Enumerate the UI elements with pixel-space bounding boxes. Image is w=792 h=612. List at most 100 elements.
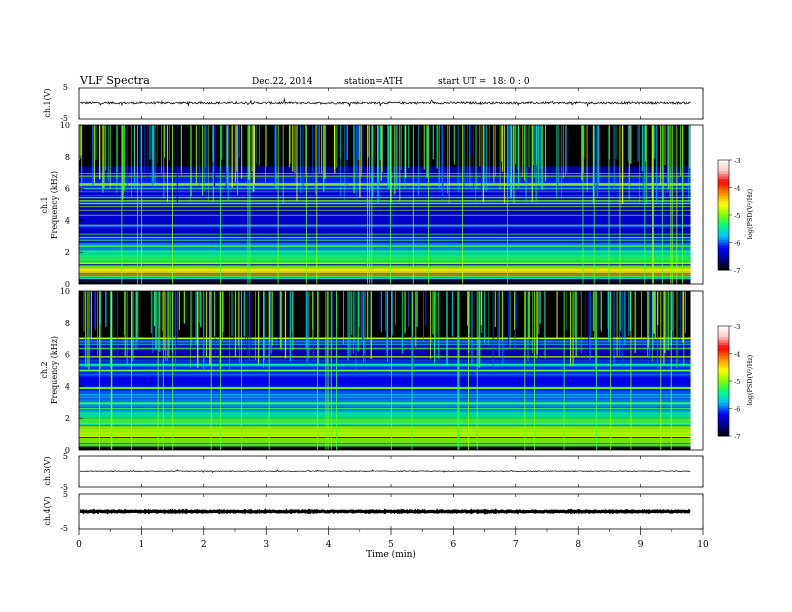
ch4-waveform-panel: 5 -5 ch.4(V) xyxy=(43,490,704,533)
ch2-spec-yticks: 0 2 4 6 8 10 xyxy=(60,287,83,455)
ch1_spectrogram-ytick-label: 2 xyxy=(65,248,70,257)
ch1_spectrogram-colorbar-cell xyxy=(718,179,729,183)
ch1_spectrogram-ytick-label: 10 xyxy=(60,121,70,130)
ch4-ytick-bottom: -5 xyxy=(60,524,68,533)
ch2_spectrogram-colorbar-cell xyxy=(718,400,729,404)
ch1_spectrogram-colorbar-tick-label: -4 xyxy=(734,185,740,193)
ch1-spec-ylabel-channel: ch.1 xyxy=(40,196,49,213)
ch2_spectrogram-colorbar-cell xyxy=(718,370,729,374)
ch1_spectrogram-colorbar-cell xyxy=(718,165,729,169)
ch1-colorbar: -3 -4 -5 -6 -7 xyxy=(717,157,740,275)
ch1_spectrogram-colorbar-cell xyxy=(718,259,729,263)
ch2_spectrogram-band xyxy=(79,373,691,387)
time-axis: 0 1 2 3 4 5 6 7 8 9 10 xyxy=(76,529,709,550)
ch1_spectrogram-colorbar-cell xyxy=(718,248,729,252)
ch2_spectrogram-colorbar-tick-label: -7 xyxy=(734,433,740,441)
ch2_spectrogram-colorbar-tick-label: -5 xyxy=(734,378,740,386)
ch1-ytick-bottom: -5 xyxy=(60,114,68,123)
ch1_spectrogram-colorbar-cell xyxy=(718,237,729,241)
ch1_spectrogram-colorbar-cell xyxy=(718,209,729,213)
figure-header: VLF Spectra Dec.22, 2014 station=ATH sta… xyxy=(79,74,530,87)
ch2_spectrogram-colorbar-tick-label: -3 xyxy=(734,323,740,331)
ch1_spectrogram-ytick-label: 8 xyxy=(65,153,70,162)
time-axis-tick-label: 0 xyxy=(76,540,82,550)
ch2_spectrogram-band xyxy=(79,360,691,374)
ch2_spectrogram-colorbar-cell xyxy=(718,339,729,343)
ch3-waveform-panel: 5 -5 ch.3(V) xyxy=(43,452,704,492)
ch2_spectrogram-colorbar-cell xyxy=(718,345,729,349)
ch2-colorbar: -3 -4 -5 -6 -7 xyxy=(717,323,740,441)
ch1_spectrogram-colorbar-cell xyxy=(718,253,729,257)
ch1_spectrogram-colorbar-cell xyxy=(718,267,729,271)
ch1_spectrogram-colorbar-cell xyxy=(718,182,729,186)
ch2_spectrogram-colorbar-cell xyxy=(718,375,729,379)
ch2_spectrogram-ytick-label: 6 xyxy=(65,351,70,360)
ch1_spectrogram-colorbar-cell xyxy=(718,242,729,246)
time-axis-label: Time (min) xyxy=(366,549,416,560)
ch2_spectrogram-colorbar-cell xyxy=(718,394,729,398)
time-axis-tick-label: 5 xyxy=(388,540,394,550)
ch2-spec-frame xyxy=(78,290,704,451)
ch2_spectrogram-colorbar-cell xyxy=(718,383,729,387)
time-axis-tick-label: 7 xyxy=(513,540,519,550)
time-axis-tick-label: 2 xyxy=(201,540,207,550)
ch2_spectrogram-band xyxy=(79,418,691,427)
ch1_spectrogram-colorbar-cell xyxy=(718,261,729,265)
ch2_spectrogram-colorbar-cell xyxy=(718,359,729,363)
ch2_spectrogram-colorbar-cell xyxy=(718,348,729,352)
ch2_spectrogram-colorbar-cell xyxy=(718,364,729,368)
ch1_spectrogram-colorbar-cell xyxy=(718,256,729,260)
ch1_spectrogram-band xyxy=(79,276,691,280)
time-axis-tick-label: 8 xyxy=(575,540,581,550)
ch1_spectrogram-band xyxy=(79,255,691,262)
ch2_spectrogram-colorbar-cell xyxy=(718,433,729,437)
ch1_spectrogram-colorbar-cell xyxy=(718,220,729,224)
ch2_spectrogram-colorbar-cell xyxy=(718,356,729,360)
ch2_spectrogram-colorbar-cell xyxy=(718,367,729,371)
ch1_spectrogram-colorbar-cell xyxy=(718,215,729,219)
ch2_spectrogram-ytick-label: 2 xyxy=(65,414,70,423)
ch2_spectrogram-ytick-label: 4 xyxy=(65,382,70,391)
ch3-ytick-top: 5 xyxy=(63,452,68,461)
ch1_spectrogram-colorbar-cell xyxy=(718,201,729,205)
ch2_spectrogram-colorbar-cell xyxy=(718,419,729,423)
station-label: station=ATH xyxy=(344,77,403,87)
ch1_spectrogram-colorbar-cell xyxy=(718,245,729,249)
ch1_spectrogram-colorbar-cell xyxy=(718,187,729,191)
ch3-ytick-bottom: -5 xyxy=(60,483,68,492)
ch2_spectrogram-colorbar-tick-label: -6 xyxy=(734,406,740,414)
ch1-spec-yticks: 0 2 4 6 8 10 xyxy=(60,121,83,289)
ch1_spectrogram-ytick-label: 0 xyxy=(65,280,70,289)
ch2-spec-ylabel-frequency: Frequency (kHz) xyxy=(50,336,59,404)
time-axis-tick-label: 4 xyxy=(326,540,332,550)
ch2_spectrogram-band xyxy=(79,346,691,361)
ch2_spectrogram-colorbar-cell xyxy=(718,372,729,376)
ch1_spectrogram-colorbar-cell xyxy=(718,162,729,166)
ch1_spectrogram-band xyxy=(79,250,691,256)
ch1_spectrogram-band xyxy=(79,204,691,235)
time-axis-tick-label: 3 xyxy=(263,540,269,550)
figure-title: VLF Spectra xyxy=(79,74,150,87)
ch1_spectrogram-colorbar-tick-label: -3 xyxy=(734,157,740,165)
start-label: start UT = xyxy=(438,77,486,87)
ch2_spectrogram-colorbar-cell xyxy=(718,337,729,341)
ch1-spec-frame xyxy=(78,124,704,285)
ch2_spectrogram-ytick-label: 8 xyxy=(65,319,70,328)
ch1_spectrogram-colorbar-cell xyxy=(718,231,729,235)
ch1-trace xyxy=(78,88,704,119)
ch2_spectrogram-ytick-label: 0 xyxy=(65,446,70,455)
ch2_spectrogram-colorbar-cell xyxy=(718,342,729,346)
ch4-ytick-top: 5 xyxy=(63,490,68,499)
ch1_spectrogram-colorbar-cell xyxy=(718,171,729,175)
ch1_spectrogram-colorbar-tick-label: -6 xyxy=(734,240,740,248)
ch2_spectrogram-colorbar-cell xyxy=(718,425,729,429)
ch4_waveform-line xyxy=(79,508,691,515)
ch1_spectrogram-colorbar-cell xyxy=(718,176,729,180)
ch1_spectrogram-colorbar-cell xyxy=(718,228,729,232)
ch1_spectrogram-colorbar-cell xyxy=(718,239,729,243)
ch3_waveform-line xyxy=(79,469,691,474)
ch1_spectrogram-colorbar-cell xyxy=(718,206,729,210)
